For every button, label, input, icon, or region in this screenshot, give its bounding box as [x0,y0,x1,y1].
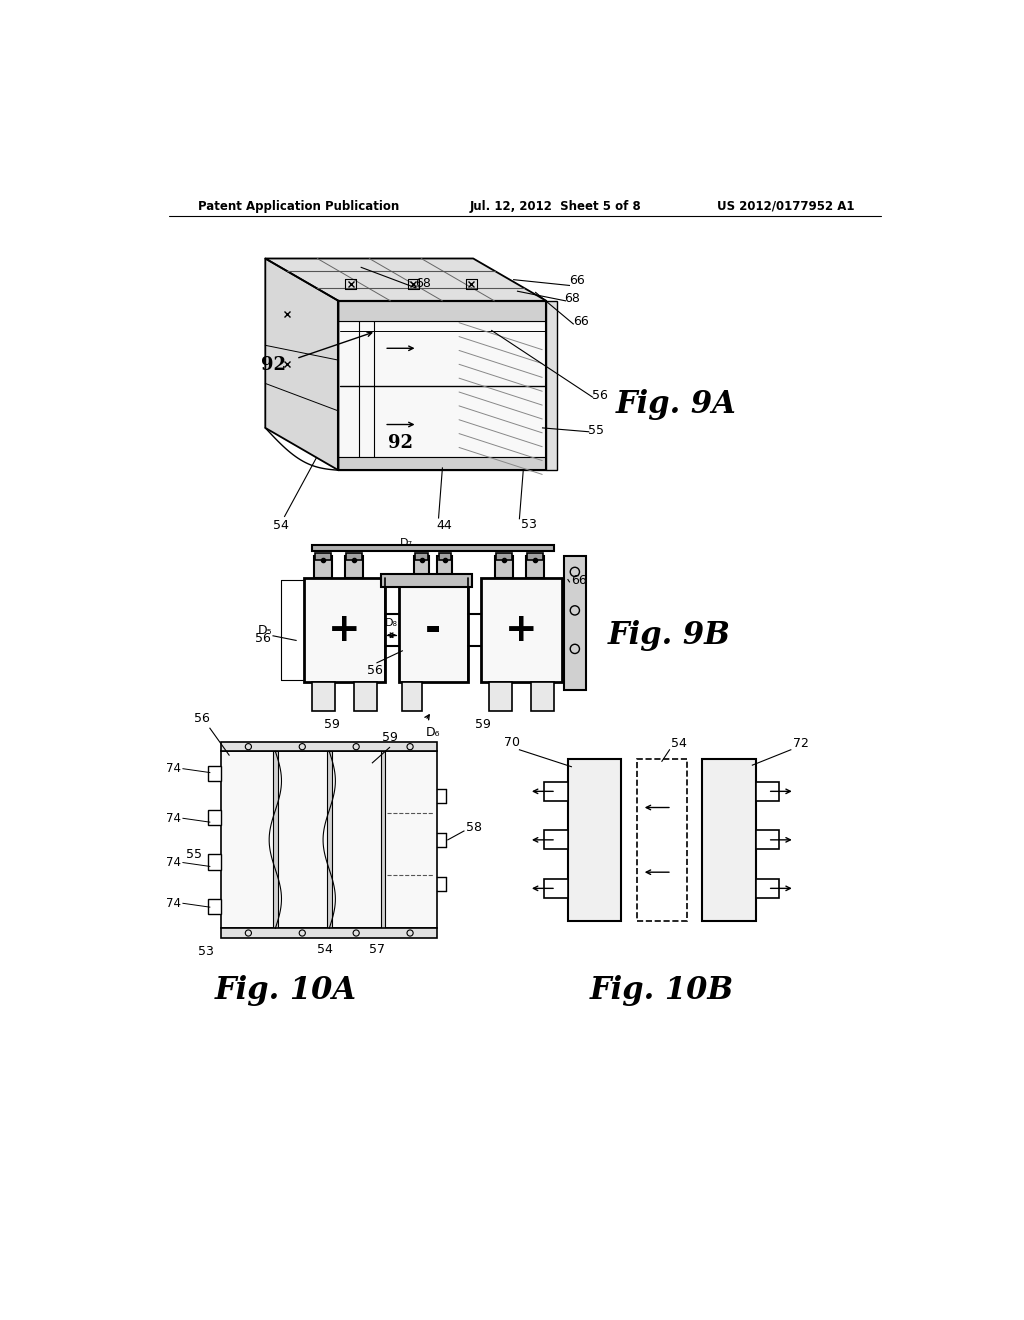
Text: +: + [328,611,360,649]
Bar [221,928,437,937]
Text: 54: 54 [317,944,333,957]
Text: 44: 44 [437,519,453,532]
Bar [438,553,451,560]
Text: 92: 92 [260,356,286,374]
Bar [311,545,554,552]
Text: 59: 59 [475,718,492,731]
Bar [416,553,428,560]
Text: Jul. 12, 2012  Sheet 5 of 8: Jul. 12, 2012 Sheet 5 of 8 [469,199,641,213]
Bar [330,751,383,928]
Text: Patent Application Publication: Patent Application Publication [199,199,399,213]
Bar [221,751,275,928]
Bar [497,553,512,560]
Text: 74: 74 [166,762,181,775]
Text: 70: 70 [504,735,520,748]
Bar [545,879,567,898]
Bar [527,553,543,560]
Text: US 2012/0177952 A1: US 2012/0177952 A1 [717,199,854,213]
Polygon shape [339,301,547,321]
Text: 68: 68 [564,292,581,305]
Bar [383,751,437,928]
Text: D₈: D₈ [385,618,398,628]
Bar [756,879,779,898]
Bar [546,301,557,470]
Text: Fig. 10B: Fig. 10B [590,974,734,1006]
Text: 66: 66 [569,273,585,286]
Bar [545,830,567,850]
Bar [488,682,512,711]
Bar [315,553,331,560]
Polygon shape [339,457,547,470]
Bar [208,854,221,870]
Text: D₆: D₆ [426,726,440,739]
Text: 59: 59 [325,718,340,731]
Bar [481,578,562,682]
Bar [525,557,544,578]
Text: 54: 54 [671,737,687,750]
Bar [381,751,385,928]
Bar [531,682,554,711]
Text: +: + [505,611,538,649]
Bar [402,682,422,711]
Bar [346,553,361,560]
Bar [208,899,221,913]
Bar [756,781,779,801]
Bar [756,830,779,850]
Text: 59: 59 [382,731,397,744]
Bar [311,682,335,711]
Bar [208,810,221,825]
Text: 56: 56 [255,631,271,644]
Text: 72: 72 [793,737,809,750]
Bar [567,759,622,921]
Bar [313,557,333,578]
Bar [304,578,385,682]
Bar [637,759,687,921]
Text: 55: 55 [589,424,604,437]
Text: 56: 56 [368,664,383,677]
Text: 55: 55 [186,847,203,861]
Text: 57: 57 [369,944,385,957]
Bar [354,682,377,711]
Text: 66: 66 [570,574,587,587]
Bar [345,557,364,578]
Text: 74: 74 [166,812,181,825]
Bar [398,578,468,682]
Text: -: - [425,611,441,649]
Bar [545,781,567,801]
Bar [208,766,221,781]
Text: 53: 53 [521,517,538,531]
Text: Fig. 9B: Fig. 9B [608,620,731,651]
Text: 66: 66 [573,315,589,329]
Polygon shape [265,259,339,470]
Text: 56: 56 [592,389,608,403]
Bar [495,557,513,578]
Text: 56: 56 [195,713,210,726]
Text: D₅: D₅ [258,623,272,636]
Bar [702,759,756,921]
Text: 74: 74 [166,896,181,909]
Text: Fig. 9A: Fig. 9A [615,389,736,420]
Text: 54: 54 [272,519,289,532]
Text: 92: 92 [387,434,413,453]
Text: 74: 74 [166,857,181,869]
Bar [437,557,453,578]
Text: D₇: D₇ [399,539,413,548]
Bar [221,742,437,751]
Bar [273,751,278,928]
Text: 53: 53 [198,945,214,958]
Bar [414,557,429,578]
Bar [275,751,330,928]
Polygon shape [339,301,547,470]
Text: 58: 58 [466,821,482,834]
Polygon shape [265,259,547,301]
Text: Fig. 10A: Fig. 10A [215,974,357,1006]
Bar [381,574,472,586]
Bar [564,557,586,689]
Bar [327,751,332,928]
Text: 68: 68 [415,277,431,289]
